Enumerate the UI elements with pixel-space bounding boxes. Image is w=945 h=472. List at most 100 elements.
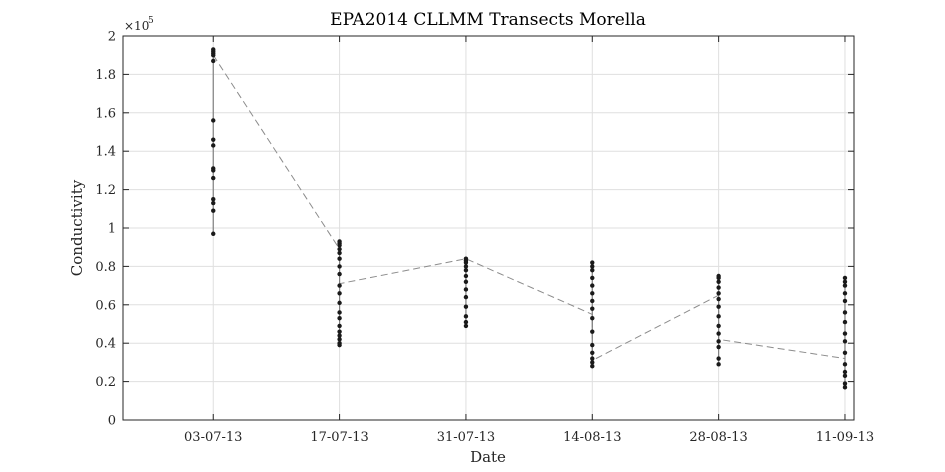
data-point bbox=[463, 273, 469, 279]
grid bbox=[123, 36, 854, 420]
data-point bbox=[842, 291, 848, 296]
data-point bbox=[590, 283, 595, 288]
data-point bbox=[842, 310, 848, 315]
y-tick-label: 1.8 bbox=[95, 68, 116, 83]
x-tick-label: 03-07-13 bbox=[184, 430, 242, 445]
data-point bbox=[337, 329, 342, 334]
data-point bbox=[842, 362, 848, 367]
data-point bbox=[842, 369, 848, 375]
data-points bbox=[211, 47, 848, 390]
y-tick-label: 1 bbox=[108, 222, 116, 237]
data-point bbox=[716, 291, 721, 296]
data-point bbox=[590, 264, 595, 269]
y-tick-label: 1.4 bbox=[95, 145, 116, 160]
data-point bbox=[463, 319, 469, 325]
data-point bbox=[337, 310, 342, 315]
data-point bbox=[337, 256, 342, 261]
data-point bbox=[716, 356, 721, 361]
data-point bbox=[337, 264, 342, 269]
x-axis-title: Date bbox=[470, 448, 506, 466]
data-point bbox=[211, 208, 216, 213]
data-point bbox=[716, 279, 721, 284]
data-point bbox=[716, 285, 721, 290]
data-point bbox=[337, 250, 342, 256]
data-point bbox=[211, 231, 216, 236]
data-point bbox=[590, 291, 595, 296]
data-point bbox=[463, 268, 469, 273]
data-point bbox=[842, 319, 848, 325]
data-point bbox=[590, 364, 595, 369]
x-tick-label: 14-08-13 bbox=[563, 430, 621, 445]
x-tick-label: 31-07-13 bbox=[437, 430, 495, 445]
data-point bbox=[463, 314, 469, 319]
data-point bbox=[842, 381, 848, 386]
y-tick-label: 1.2 bbox=[95, 183, 116, 198]
y-tick-label: 0.8 bbox=[95, 260, 116, 275]
data-point bbox=[337, 283, 342, 288]
y-axis-title: Conductivity bbox=[68, 179, 86, 276]
data-point bbox=[463, 304, 469, 309]
data-point bbox=[337, 300, 342, 306]
data-point bbox=[842, 275, 848, 281]
data-point bbox=[463, 279, 469, 284]
data-point bbox=[211, 143, 216, 148]
y-tick-label: 0.6 bbox=[95, 298, 116, 313]
data-point bbox=[463, 256, 469, 261]
data-point bbox=[590, 329, 595, 334]
data-point bbox=[337, 333, 342, 338]
x-tick-label: 11-09-13 bbox=[816, 430, 874, 445]
data-point bbox=[590, 316, 595, 321]
data-point bbox=[842, 298, 848, 304]
data-point bbox=[211, 166, 216, 171]
data-point bbox=[337, 323, 342, 329]
data-point bbox=[337, 239, 342, 244]
data-point bbox=[716, 362, 721, 367]
data-point bbox=[590, 356, 595, 361]
data-point bbox=[590, 350, 595, 355]
axis-ticks bbox=[123, 35, 854, 421]
data-point bbox=[211, 47, 216, 52]
data-point bbox=[337, 291, 342, 296]
data-point bbox=[842, 283, 848, 288]
data-point bbox=[590, 342, 595, 348]
data-point bbox=[463, 264, 469, 269]
data-point bbox=[716, 323, 721, 329]
data-point bbox=[716, 304, 721, 309]
data-point bbox=[842, 331, 848, 336]
data-point bbox=[337, 246, 342, 252]
data-point bbox=[842, 339, 848, 344]
y-tick-label: 2 bbox=[108, 30, 116, 45]
data-point bbox=[842, 385, 848, 390]
data-point bbox=[842, 373, 848, 379]
y-tick-label: 0.4 bbox=[95, 337, 116, 352]
chart-title: EPA2014 CLLMM Transects Morella bbox=[330, 10, 646, 30]
y-exponent-label: ×10 5 bbox=[124, 16, 154, 33]
data-point bbox=[590, 260, 595, 265]
data-point bbox=[590, 306, 595, 311]
data-point bbox=[211, 175, 216, 181]
y-tick-label: 1.6 bbox=[95, 106, 116, 121]
data-point bbox=[590, 298, 595, 304]
data-point bbox=[463, 294, 469, 300]
data-point bbox=[337, 316, 342, 321]
svg-text:×10: ×10 bbox=[124, 19, 149, 33]
data-point bbox=[337, 337, 342, 342]
data-point bbox=[337, 341, 342, 346]
x-tick-label: 17-07-13 bbox=[310, 430, 368, 445]
data-point bbox=[463, 287, 469, 292]
data-point bbox=[590, 275, 595, 281]
data-point bbox=[211, 197, 216, 202]
data-point bbox=[716, 314, 721, 319]
data-point bbox=[716, 344, 721, 350]
data-point bbox=[716, 273, 721, 279]
svg-text:5: 5 bbox=[148, 16, 154, 26]
data-point bbox=[716, 296, 721, 302]
data-point bbox=[716, 339, 721, 344]
tick-labels: 0 0.2 0.4 0.6 0.8 1 1.2 1.4 1.6 1.8 2 03-07-13 17-07… bbox=[95, 30, 874, 446]
data-point bbox=[463, 323, 469, 329]
data-point bbox=[337, 271, 342, 277]
y-tick-label: 0.2 bbox=[95, 375, 116, 390]
data-point bbox=[211, 118, 216, 123]
data-point bbox=[842, 350, 848, 355]
